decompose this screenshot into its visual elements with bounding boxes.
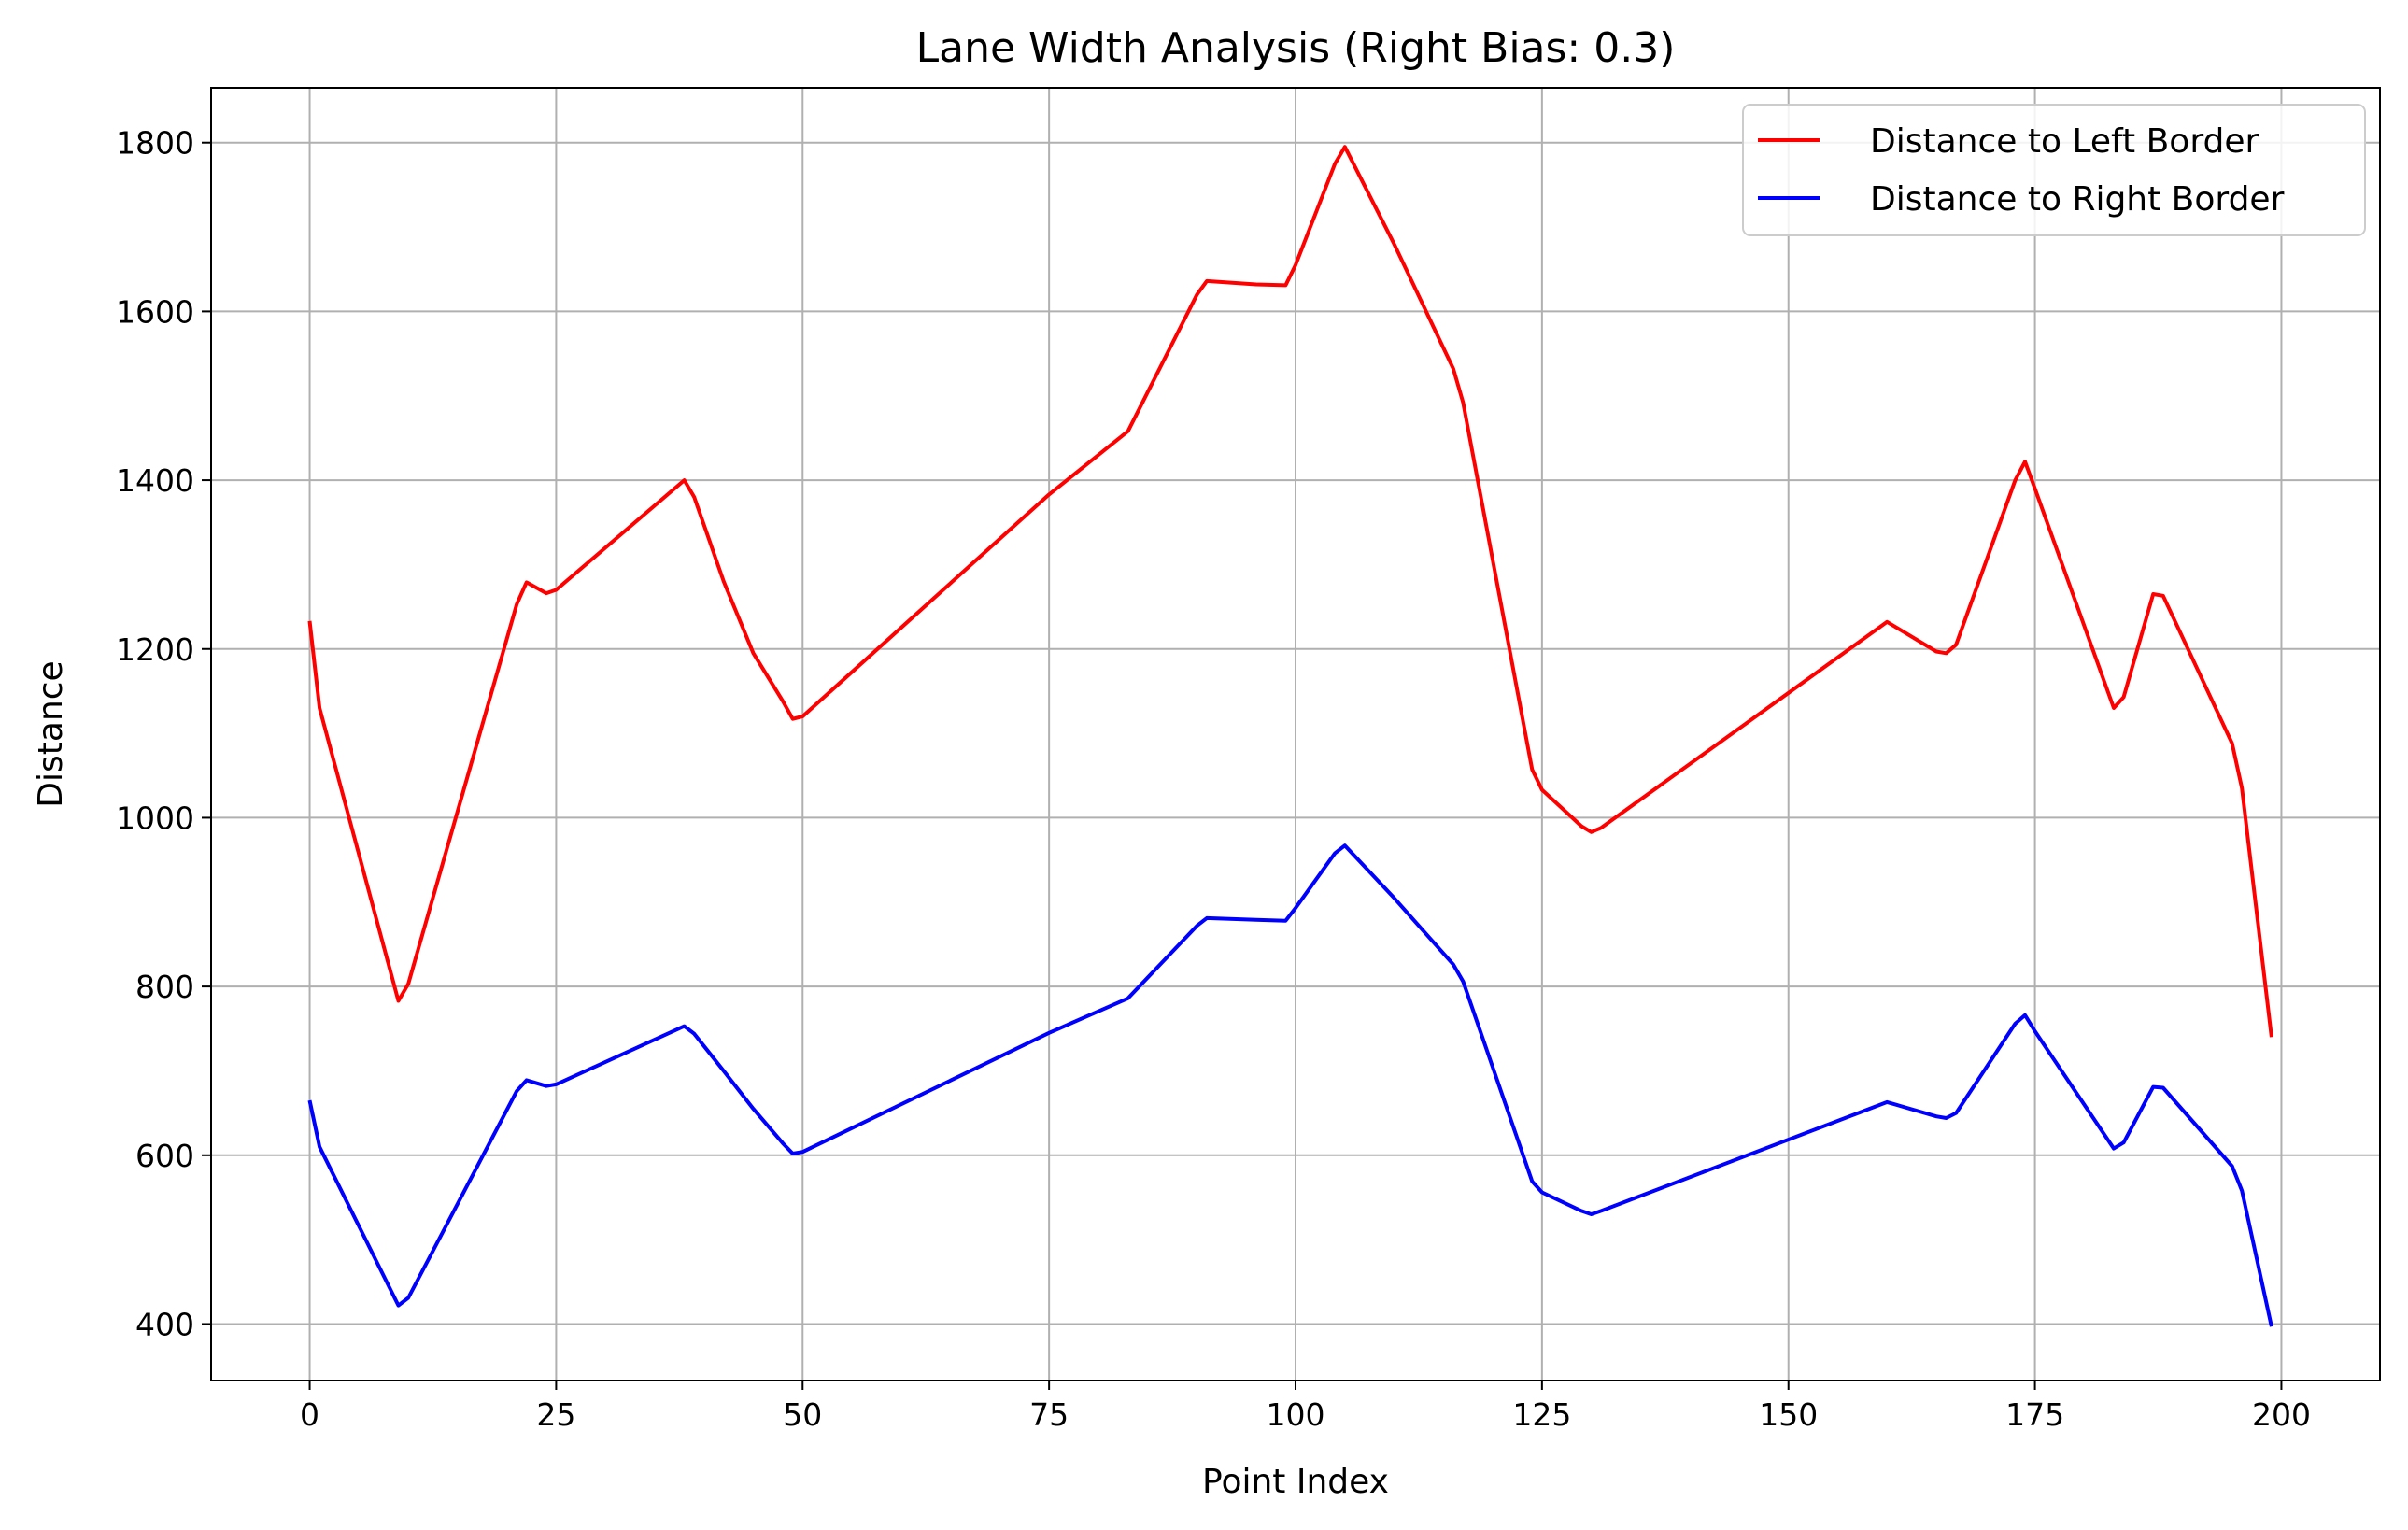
x-tick-label: 25 xyxy=(536,1396,575,1433)
y-tick-label: 1000 xyxy=(116,800,194,836)
x-tick-label: 0 xyxy=(300,1396,319,1433)
x-tick-label: 150 xyxy=(1759,1396,1818,1433)
y-axis: 400 600 800 1000 1200 1400 1600 1800 xyxy=(116,125,211,1342)
y-tick-label: 800 xyxy=(135,969,194,1005)
x-axis: 0 25 50 75 100 125 150 175 200 xyxy=(300,1381,2311,1433)
series-group xyxy=(307,145,2273,1327)
y-tick-label: 1200 xyxy=(116,631,194,668)
chart-title: Lane Width Analysis (Right Bias: 0.3) xyxy=(916,24,1676,72)
x-axis-label: Point Index xyxy=(1202,1463,1389,1501)
y-axis-label: Distance xyxy=(32,660,70,807)
x-tick-label: 175 xyxy=(2005,1396,2064,1433)
legend-box xyxy=(1742,104,2366,236)
y-tick-label: 1400 xyxy=(116,462,194,499)
series-line-1 xyxy=(307,145,2273,1038)
y-tick-label: 1600 xyxy=(116,293,194,330)
x-tick-label: 100 xyxy=(1267,1396,1325,1433)
y-tick-label: 400 xyxy=(135,1306,194,1342)
legend: Distance to Left Border Distance to Right… xyxy=(1742,104,2366,236)
x-tick-label: 125 xyxy=(1512,1396,1571,1433)
y-tick-label: 600 xyxy=(135,1138,194,1174)
x-tick-label: 50 xyxy=(783,1396,822,1433)
x-tick-label: 75 xyxy=(1029,1396,1069,1433)
x-tick-label: 200 xyxy=(2252,1396,2311,1433)
legend-label-2: Distance to Right Border xyxy=(1870,180,2285,219)
y-tick-label: 1800 xyxy=(116,125,194,162)
series-line-2 xyxy=(307,843,2273,1327)
legend-label-1: Distance to Left Border xyxy=(1870,122,2259,161)
grid xyxy=(211,88,2380,1381)
